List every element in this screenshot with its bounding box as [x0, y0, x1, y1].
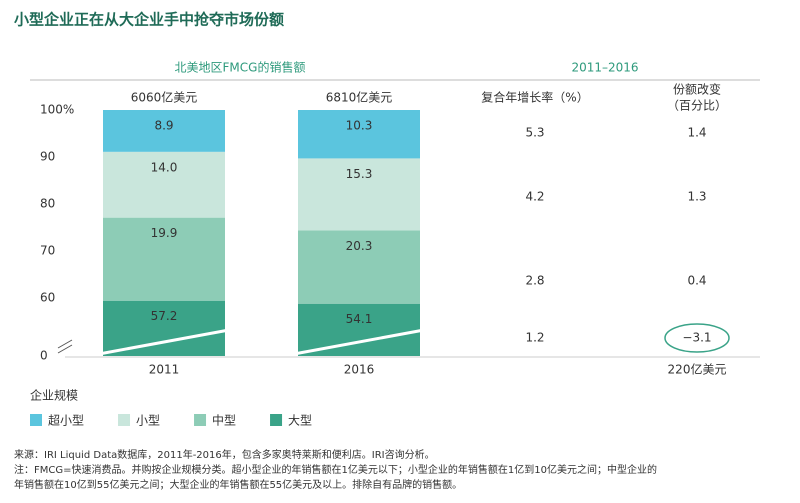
data-label: 20.3: [346, 239, 373, 253]
table-cell: 1.4: [687, 126, 706, 140]
note: 注：FMCG=快速消费品。并购按企业规模分类。超小型企业的年销售额在1亿美元以下…: [14, 463, 657, 476]
table-footer: 220亿美元: [668, 362, 727, 377]
table-header: 份额改变: [673, 82, 721, 97]
data-label: 54.1: [346, 312, 373, 326]
table-period: 2011–2016: [571, 61, 638, 75]
page-title: 小型企业正在从大企业手中抢夺市场份额: [14, 11, 284, 29]
table-cell: −3.1: [682, 331, 711, 345]
bar-segment: [103, 217, 225, 301]
chart-subtitle: 北美地区FMCG的销售额: [175, 60, 306, 75]
legend-label: 中型: [212, 413, 236, 428]
data-label: 10.3: [346, 119, 373, 133]
y-tick-label: 100%: [40, 103, 74, 117]
bar-segment: [298, 158, 420, 231]
data-label: 19.9: [151, 226, 178, 240]
y-tick-label: 70: [40, 244, 55, 258]
legend-label: 大型: [288, 414, 312, 428]
legend-swatch: [30, 414, 42, 426]
note: 来源：IRI Liquid Data数据库，2011年-2016年，包含多家奥特…: [14, 448, 435, 461]
table-header: 复合年增长率（%）: [481, 90, 588, 105]
legend-title: 企业规模: [30, 388, 78, 403]
legend-swatch: [118, 414, 131, 426]
legend-label: 超小型: [48, 413, 84, 428]
bar-segment: [103, 151, 225, 218]
legend-swatch: [194, 414, 207, 426]
bar-segment: [103, 300, 225, 356]
y-tick-label: 90: [40, 150, 55, 164]
table-cell: 1.3: [687, 190, 706, 204]
table-cell: 1.2: [525, 331, 544, 345]
x-tick-label: 2011: [149, 363, 180, 377]
bar-segment: [298, 110, 420, 159]
y-tick-label: 60: [40, 291, 55, 305]
data-label: 15.3: [346, 167, 373, 181]
data-label: 57.2: [151, 309, 178, 323]
bar-segment: [103, 110, 225, 152]
x-tick-label: 2016: [344, 363, 375, 377]
bar-total: 6810亿美元: [326, 90, 393, 105]
legend-swatch: [270, 414, 283, 426]
bar-segment: [298, 230, 420, 304]
note: 年销售额在10亿到55亿美元之间；大型企业的年销售额在55亿美元及以上。排除自有…: [14, 478, 462, 491]
table-cell: 0.4: [687, 274, 706, 288]
table-header: （百分比）: [667, 99, 727, 113]
table-cell: 4.2: [525, 190, 544, 204]
axis-break: [57, 339, 73, 354]
data-label: 8.9: [154, 119, 173, 133]
y-tick-label: 80: [40, 197, 55, 211]
table-cell: 5.3: [525, 126, 544, 140]
legend-label: 小型: [136, 414, 160, 428]
bar-break: [98, 328, 230, 356]
y-tick-label: 0: [40, 349, 48, 363]
table-cell: 2.8: [525, 274, 544, 288]
bar-break: [293, 328, 425, 356]
data-label: 14.0: [151, 160, 178, 174]
bar-total: 6060亿美元: [131, 90, 198, 105]
highlight-circle: [664, 323, 730, 353]
bar-segment: [298, 303, 420, 356]
